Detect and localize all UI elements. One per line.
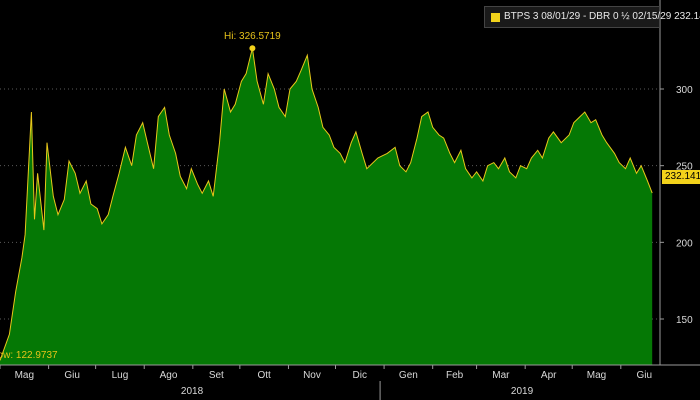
x-tick-label: Set bbox=[209, 370, 224, 381]
x-tick-label: Apr bbox=[541, 370, 557, 381]
y-tick-label: 250 bbox=[676, 162, 693, 173]
x-tick-label: Ott bbox=[257, 370, 271, 381]
x-tick-label: Lug bbox=[112, 370, 129, 381]
year-label: 2019 bbox=[511, 386, 534, 397]
legend-series: BTPS 3 08/01/29 - DBR 0 ½ 02/15/29 bbox=[504, 11, 672, 22]
x-tick-label: Mag bbox=[587, 370, 606, 381]
x-tick-label: Nov bbox=[303, 370, 321, 381]
x-tick-label: Mar bbox=[492, 370, 510, 381]
x-tick-label: Ago bbox=[160, 370, 178, 381]
legend-value: 232.1413 bbox=[674, 11, 700, 22]
y-tick-label: 300 bbox=[676, 85, 693, 96]
y-tick-label: 150 bbox=[676, 315, 693, 326]
x-tick-label: Gen bbox=[399, 370, 418, 381]
x-axis: Mag Giu Lug Ago Set Ott Nov Dic Gen Feb Mar Apr Mag G… bbox=[0, 364, 700, 400]
x-tick-label: Feb bbox=[446, 370, 464, 381]
year-label: 2018 bbox=[181, 386, 204, 397]
high-marker bbox=[249, 45, 256, 52]
x-tick-label: Giu bbox=[637, 370, 653, 381]
high-point bbox=[249, 45, 256, 52]
high-label: Hi: 326.5719 bbox=[224, 31, 281, 42]
legend[interactable]: BTPS 3 08/01/29 - DBR 0 ½ 02/15/29 232.1… bbox=[484, 6, 700, 28]
x-tick-label: Giu bbox=[64, 370, 80, 381]
low-label: Low: 122.9737 bbox=[0, 350, 58, 361]
legend-swatch bbox=[491, 13, 500, 22]
last-value-tag: 232.1413 bbox=[662, 170, 700, 184]
series-line bbox=[0, 48, 653, 361]
x-tick-label: Dic bbox=[353, 370, 367, 381]
y-tick-label: 200 bbox=[676, 238, 693, 249]
legend-label: BTPS 3 08/01/29 - DBR 0 ½ 02/15/29 232.1… bbox=[504, 11, 700, 22]
series-area bbox=[0, 48, 653, 365]
x-tick-label: Mag bbox=[15, 370, 34, 381]
y-axis: 150 200 250 300 bbox=[659, 0, 693, 365]
